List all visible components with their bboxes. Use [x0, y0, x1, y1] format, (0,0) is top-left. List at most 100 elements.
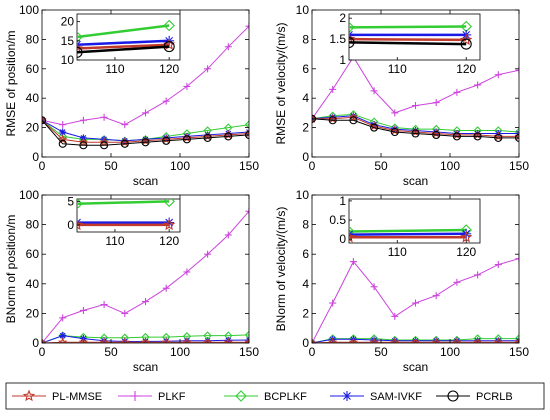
- x-axis-label: scan: [133, 174, 158, 188]
- x-axis-label: scan: [133, 360, 158, 374]
- x-tick-label: 0: [309, 159, 316, 173]
- inset-series-sam-ivkf-line: [349, 232, 467, 236]
- x-tick-label: 150: [509, 345, 529, 359]
- series-pl-mmse-point: [202, 337, 213, 343]
- inset-y-tick-label: 20: [61, 15, 75, 29]
- inset-series-group: [349, 224, 473, 243]
- y-tick-label: 0: [32, 336, 39, 350]
- inset-series-bcplkf-line: [77, 200, 170, 205]
- series-plkf-point: [79, 116, 87, 124]
- inset-y-tick-label: 1.5: [329, 32, 346, 46]
- legend-marker: [342, 391, 352, 401]
- series-plkf-point: [245, 207, 249, 215]
- inset-series-bcplkf-point: [349, 225, 355, 238]
- series-pl-mmse-line: [42, 119, 249, 143]
- inset-series-pcrlb-point: [460, 38, 472, 50]
- series-pl-mmse-point: [452, 337, 462, 343]
- series-plkf-point: [183, 82, 191, 90]
- inset-series-bcplkf-line: [349, 25, 467, 29]
- y-tick-label: 100: [19, 3, 39, 17]
- panel-2: 0 50 100 150 0 2 4 6 8 10 scan RMSE of velocity/(m/…: [274, 3, 529, 188]
- inset-series-pl-mmse-point: [349, 32, 356, 45]
- y-tick-label: 4: [302, 277, 309, 291]
- series-pl-mmse-line: [42, 341, 249, 343]
- inset-y-tick-label: 5: [67, 194, 74, 208]
- series-pcrlb-point: [370, 123, 379, 132]
- inset-x-tick-label: 110: [388, 62, 407, 76]
- series-plkf-point: [162, 97, 170, 105]
- series-plkf-point: [329, 85, 337, 93]
- series-plkf-point: [224, 231, 232, 239]
- inset-series-sam-ivkf-point: [461, 228, 472, 239]
- x-tick-label: 0: [39, 345, 46, 359]
- series-sam-ivkf-point: [245, 336, 249, 343]
- inset-series-bcplkf-point: [349, 21, 355, 34]
- inset-y-tick-label: 1: [339, 194, 346, 208]
- legend-item-pcrlb: PCRLB: [436, 390, 513, 403]
- series-plkf-point: [245, 22, 249, 30]
- series-pl-mmse-point: [348, 112, 359, 122]
- series-bcplkf-point: [244, 120, 249, 129]
- series-group: [42, 22, 249, 150]
- series-pl-mmse-point: [348, 337, 359, 343]
- inset-y-tick-label: 10: [61, 53, 75, 67]
- series-pcrlb-line: [42, 119, 249, 146]
- y-tick-label: 4: [302, 91, 309, 105]
- y-axis-label: BNorm of position/m: [4, 215, 18, 324]
- inset-series-pcrlb-line: [349, 41, 467, 46]
- series-plkf-point: [432, 292, 440, 300]
- legend-marker: [22, 389, 36, 402]
- series-pl-mmse-point: [58, 134, 68, 144]
- inset-series-bcplkf-point: [77, 199, 83, 210]
- y-axis-label: RMSE of velocity/(m/s): [274, 22, 288, 144]
- inset-series-bcplkf-point: [77, 31, 83, 43]
- legend-label: BCPLKF: [264, 391, 307, 403]
- series-pl-mmse-point: [58, 337, 68, 343]
- series-group: [312, 53, 519, 142]
- legend-marker: [235, 390, 247, 402]
- inset-x-tick-label: 120: [456, 62, 476, 76]
- y-tick-label: 60: [26, 247, 40, 261]
- inset-y-tick-label: 2: [339, 11, 346, 25]
- series-plkf-point: [515, 66, 519, 74]
- series-pl-mmse-point: [493, 337, 503, 343]
- series-plkf-point: [432, 99, 440, 107]
- series-pl-mmse-point: [472, 337, 483, 343]
- y-tick-label: 6: [302, 62, 309, 76]
- series-plkf-point: [391, 312, 399, 320]
- series-pl-mmse-point: [369, 337, 379, 343]
- series-bcplkf-point: [244, 330, 249, 340]
- inset-series-group: [77, 199, 176, 231]
- inset-x-tick-label: 120: [456, 245, 476, 259]
- series-plkf-point: [59, 314, 67, 322]
- legend-label: PCRLB: [476, 391, 513, 403]
- y-tick-label: 10: [296, 3, 310, 17]
- legend-marker: [130, 391, 140, 401]
- x-tick-label: 150: [509, 159, 529, 173]
- series-plkf-point: [412, 102, 419, 110]
- series-pl-mmse-line: [312, 341, 519, 343]
- series-pcrlb-point: [120, 139, 129, 148]
- inset-4: 110 120 0 0.5 1: [329, 194, 481, 259]
- y-tick-label: 6: [302, 247, 309, 261]
- series-pcrlb-point: [141, 138, 150, 147]
- series-pcrlb-point: [312, 114, 317, 123]
- inset-series-pl-mmse-line: [77, 43, 170, 50]
- series-pl-mmse-point: [223, 337, 233, 343]
- y-tick-label: 60: [26, 62, 40, 76]
- inset-box: [76, 13, 181, 61]
- series-plkf-point: [474, 81, 482, 89]
- series-plkf-point: [79, 306, 87, 314]
- series-group: [42, 207, 249, 343]
- inset-series-group: [77, 19, 176, 58]
- y-tick-label: 0: [302, 336, 309, 350]
- legend-item-plkf: PLKF: [118, 391, 186, 403]
- y-tick-label: 40: [26, 277, 40, 291]
- series-pl-mmse-point: [99, 337, 109, 343]
- y-tick-label: 2: [302, 121, 309, 135]
- x-tick-label: 50: [104, 159, 118, 173]
- legend-marker: [447, 390, 459, 402]
- legend: PL-MMSE PLKF BCPLKF SAM-IVKF PCRLB: [5, 382, 545, 410]
